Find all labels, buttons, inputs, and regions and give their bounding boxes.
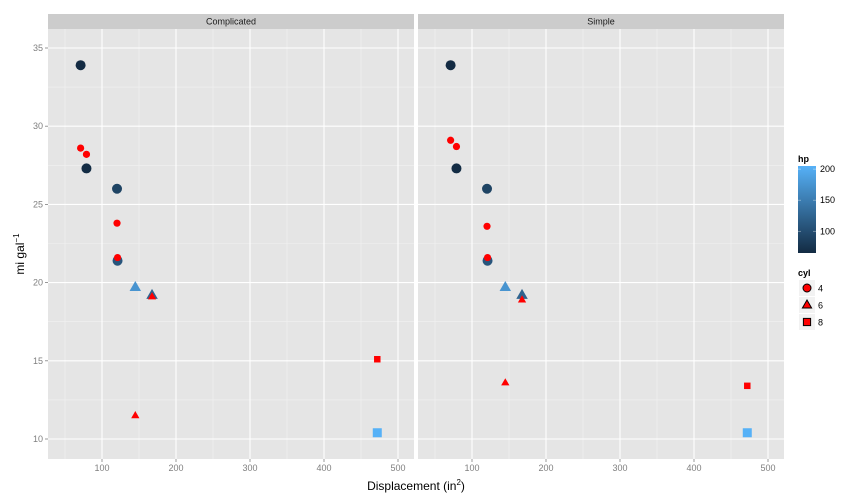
- facet-strip: [418, 14, 784, 29]
- legend-hp-title: hp: [798, 154, 809, 164]
- y-tick-label: 10: [33, 434, 43, 444]
- x-tick-label: 500: [760, 463, 775, 473]
- predicted-point: [517, 295, 527, 303]
- legend-cyl-title: cyl: [798, 268, 811, 278]
- hp-tick-label: 200: [820, 164, 835, 174]
- panel-complicated: Complicated 100 200 300 400 500: [48, 14, 414, 473]
- x-tick-label: 400: [686, 463, 701, 473]
- x-tick-label: 100: [94, 463, 109, 473]
- x-tick-label: 300: [242, 463, 257, 473]
- predicted-point: [113, 219, 121, 227]
- y-tick-label: 25: [33, 199, 43, 209]
- predicted-point: [113, 253, 122, 262]
- legend-hp-colorbar: hp 100 150 200: [798, 154, 835, 253]
- x-tick-label: 400: [316, 463, 331, 473]
- predicted-point: [147, 292, 157, 300]
- y-tick-label: 30: [33, 121, 43, 131]
- predicted-point: [501, 378, 510, 386]
- y-tick-label: 15: [33, 356, 43, 366]
- observed-point: [75, 60, 86, 71]
- observed-point: [129, 281, 142, 292]
- plot-panels: Complicated 100 200 300 400 500 Simple 100 200 30…: [48, 14, 784, 473]
- predicted-point: [483, 222, 491, 230]
- facet-label: Complicated: [206, 17, 256, 27]
- predicted-point: [744, 382, 751, 390]
- predicted-point: [452, 142, 461, 151]
- hp-tick-label: 100: [820, 226, 835, 236]
- x-tick-label: 200: [538, 463, 553, 473]
- predicted-point: [82, 150, 91, 158]
- observed-point: [451, 163, 462, 174]
- predicted-point: [483, 253, 492, 262]
- observed-point: [482, 183, 493, 194]
- predicted-point: [374, 355, 381, 363]
- y-tick-label: 20: [33, 278, 43, 288]
- panel-simple: Simple 100 200 300 400 500: [418, 14, 784, 473]
- legend-cyl-label: 6: [818, 301, 823, 311]
- hp-gradient-bar: [798, 166, 816, 253]
- x-tick-label: 200: [168, 463, 183, 473]
- legend-circle-icon: [802, 283, 812, 293]
- x-axis-title: Displacement (in2): [367, 478, 465, 493]
- y-tick-label: 35: [33, 43, 43, 53]
- observed-point: [372, 428, 382, 438]
- legend-cyl: cyl 4 6 8: [798, 268, 823, 330]
- x-tick-label: 300: [612, 463, 627, 473]
- predicted-point: [77, 144, 85, 152]
- y-axis: 10 15 20 25 30 35: [33, 43, 48, 444]
- x-tick-label: 100: [464, 463, 479, 473]
- observed-point: [112, 183, 123, 194]
- panel-background: [418, 29, 784, 459]
- facet-strip: [48, 14, 414, 29]
- legend-square-icon: [802, 317, 812, 327]
- legend-cyl-label: 8: [818, 318, 823, 328]
- observed-point: [516, 288, 528, 299]
- panel-background: [48, 29, 414, 459]
- legend-triangle-icon: [801, 298, 813, 309]
- observed-point: [81, 163, 92, 174]
- predicted-point: [447, 136, 455, 144]
- legend-cyl-label: 4: [818, 284, 823, 294]
- facet-label: Simple: [587, 17, 615, 27]
- observed-point: [499, 281, 512, 292]
- x-tick-label: 500: [390, 463, 405, 473]
- observed-point: [445, 60, 456, 71]
- hp-tick-label: 150: [820, 195, 835, 205]
- observed-point: [742, 428, 752, 438]
- y-axis-title: mi gal−1: [12, 233, 27, 275]
- predicted-point: [131, 411, 140, 419]
